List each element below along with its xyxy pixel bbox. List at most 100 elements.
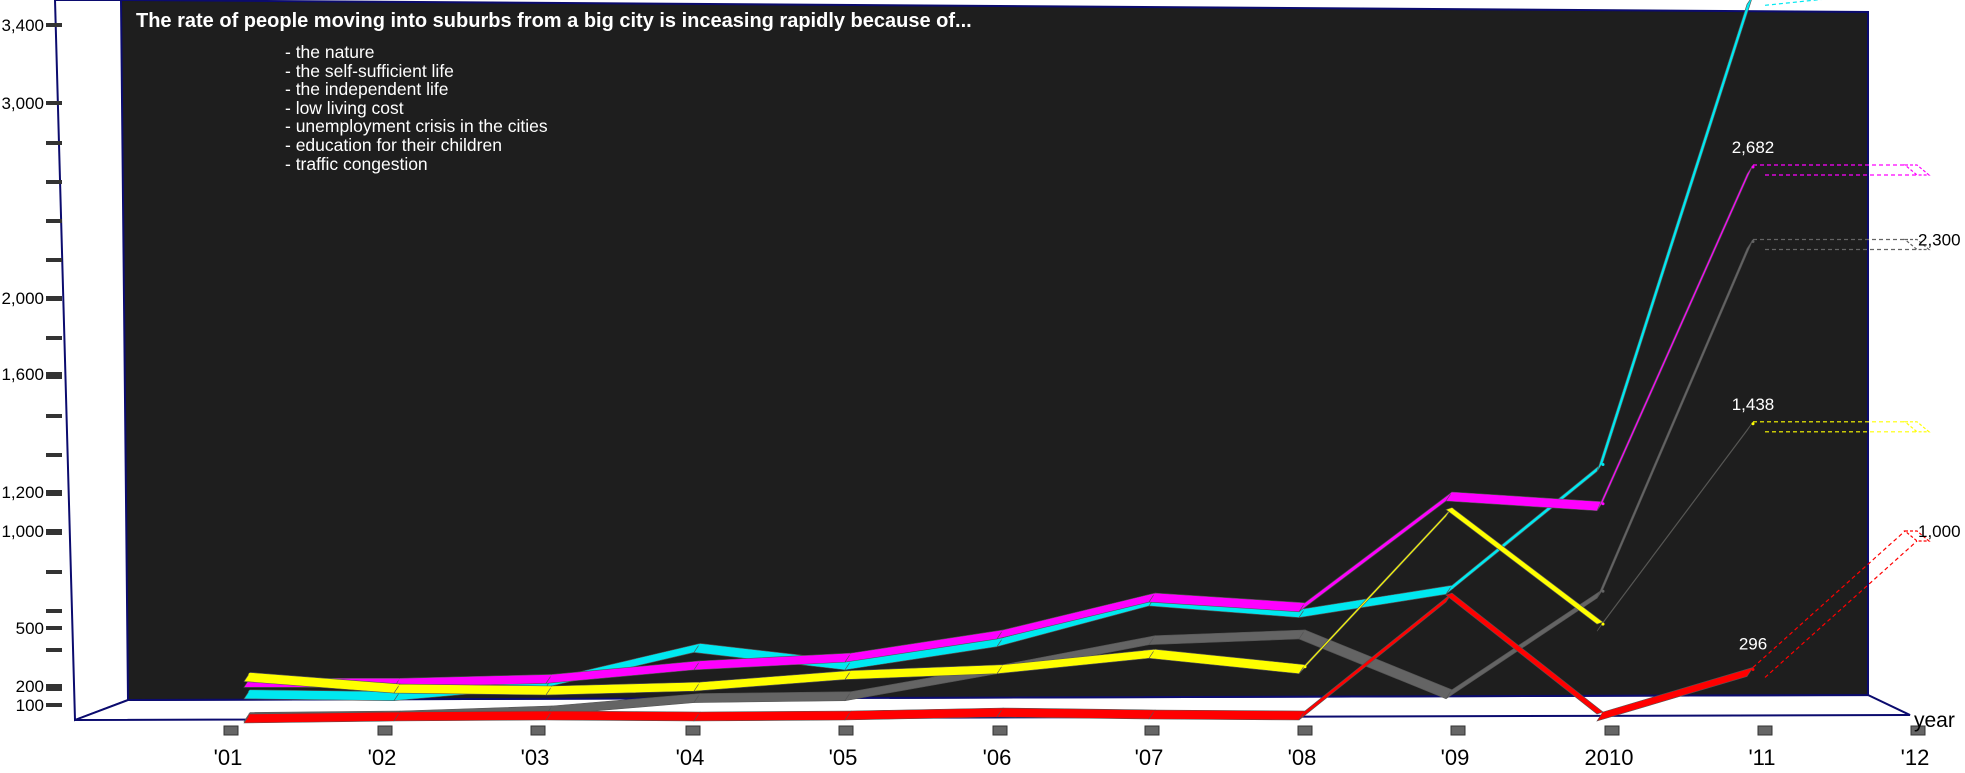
projection-line (1753, 164, 1931, 176)
data-point (550, 706, 554, 710)
series-segment (1298, 592, 1453, 721)
x-tick-label: '12 (1901, 745, 1930, 768)
y-tick (46, 101, 62, 105)
series-segment (693, 691, 852, 703)
data-point (1303, 603, 1307, 607)
series-layer (243, 0, 1931, 724)
data-point (398, 712, 402, 716)
data-point (849, 671, 853, 675)
y-minor-tick (46, 609, 62, 613)
reason-item: - the independent life (285, 79, 449, 100)
data-point (550, 686, 554, 690)
projection-dash (1764, 540, 1918, 678)
projection-line (1752, 530, 1931, 678)
x-tick (1297, 725, 1313, 736)
projection-line (1764, 0, 1822, 6)
x-tick (377, 725, 393, 736)
y-tick-label: 3,000 (1, 94, 44, 113)
projection-cap (1903, 238, 1931, 251)
reason-item: - education for their children (285, 134, 502, 155)
y-minor-tick (46, 219, 62, 223)
y-tick (46, 684, 62, 688)
data-point (698, 694, 702, 698)
value-label: 1,000 (1918, 522, 1961, 541)
series-ribbon (243, 592, 1755, 724)
data-point (1001, 708, 1005, 712)
reason-item: - traffic congestion (285, 153, 428, 174)
projection-line (1753, 421, 1931, 433)
series-segment (693, 710, 852, 722)
y-minor-tick (46, 258, 62, 262)
x-tick-label: '06 (983, 745, 1012, 768)
y-tick-label: 500 (16, 619, 44, 638)
x-tick (685, 725, 701, 736)
data-point (1751, 422, 1755, 426)
reason-item: - the nature (285, 42, 375, 62)
y-minor-tick (46, 336, 62, 340)
x-tick-label: '07 (1135, 745, 1164, 768)
series-segment (1596, 421, 1754, 632)
y-minor-tick (46, 141, 62, 145)
data-point (698, 712, 702, 716)
y-tick-label: 200 (16, 677, 44, 696)
y-minor-tick (46, 414, 62, 418)
value-label: 296 (1739, 634, 1767, 653)
y-tick (46, 703, 62, 707)
reason-item: - unemployment crisis in the cities (285, 116, 548, 137)
x-tick (530, 725, 546, 736)
y-minor-tick (46, 375, 62, 379)
y-tick-label: 100 (16, 696, 44, 715)
data-point (1601, 502, 1605, 506)
y-minor-tick (46, 648, 62, 652)
x-tick (1910, 725, 1926, 736)
data-point (1450, 593, 1454, 597)
reason-item: - the self-sufficient life (285, 60, 454, 81)
data-point (1751, 667, 1755, 671)
data-point (1153, 710, 1157, 714)
series-segment (243, 711, 401, 724)
y-tick-label: 1,600 (1, 365, 44, 384)
value-label: 2,300 (1918, 231, 1961, 250)
y-tick-label: 3,400 (1, 16, 44, 35)
data-point (698, 682, 702, 686)
data-point (1001, 638, 1005, 642)
series-segment (393, 710, 553, 722)
data-point (849, 692, 853, 696)
y-minor-tick (46, 297, 62, 301)
series-segment (1445, 507, 1604, 625)
back-wall (119, 0, 1869, 702)
data-point (1601, 589, 1605, 593)
x-axis: '01 '02 '03 '04 '05 '06 '07 '08 '09 2010 '11 '12 (214, 725, 1930, 770)
y-minor-tick (46, 180, 62, 184)
projection-cap (1903, 421, 1931, 433)
data-point (1153, 649, 1157, 653)
data-point (1303, 630, 1307, 634)
x-tick-label: '09 (1441, 745, 1470, 768)
x-tick-label: '11 (1748, 745, 1775, 768)
x-tick-label: '04 (676, 745, 705, 768)
series-segment (996, 707, 1156, 720)
projection-dash (1764, 0, 1822, 6)
data-point (1751, 165, 1755, 169)
y-tick (46, 23, 62, 27)
x-tick-label: '05 (829, 745, 858, 768)
data-point (1001, 665, 1005, 669)
data-point (849, 653, 853, 657)
x-tick (1757, 725, 1773, 736)
data-point (1450, 690, 1454, 694)
x-tick (1450, 725, 1466, 736)
reason-item: - low living cost (285, 97, 404, 118)
data-point (1601, 712, 1605, 716)
y-tick (46, 372, 62, 376)
projection-dash (1752, 530, 1906, 668)
x-tick (223, 725, 239, 736)
data-point (1450, 508, 1454, 512)
data-point (1303, 711, 1307, 715)
data-point (698, 661, 702, 665)
y-tick (46, 626, 62, 630)
data-point (398, 684, 402, 688)
data-point (1751, 240, 1755, 243)
